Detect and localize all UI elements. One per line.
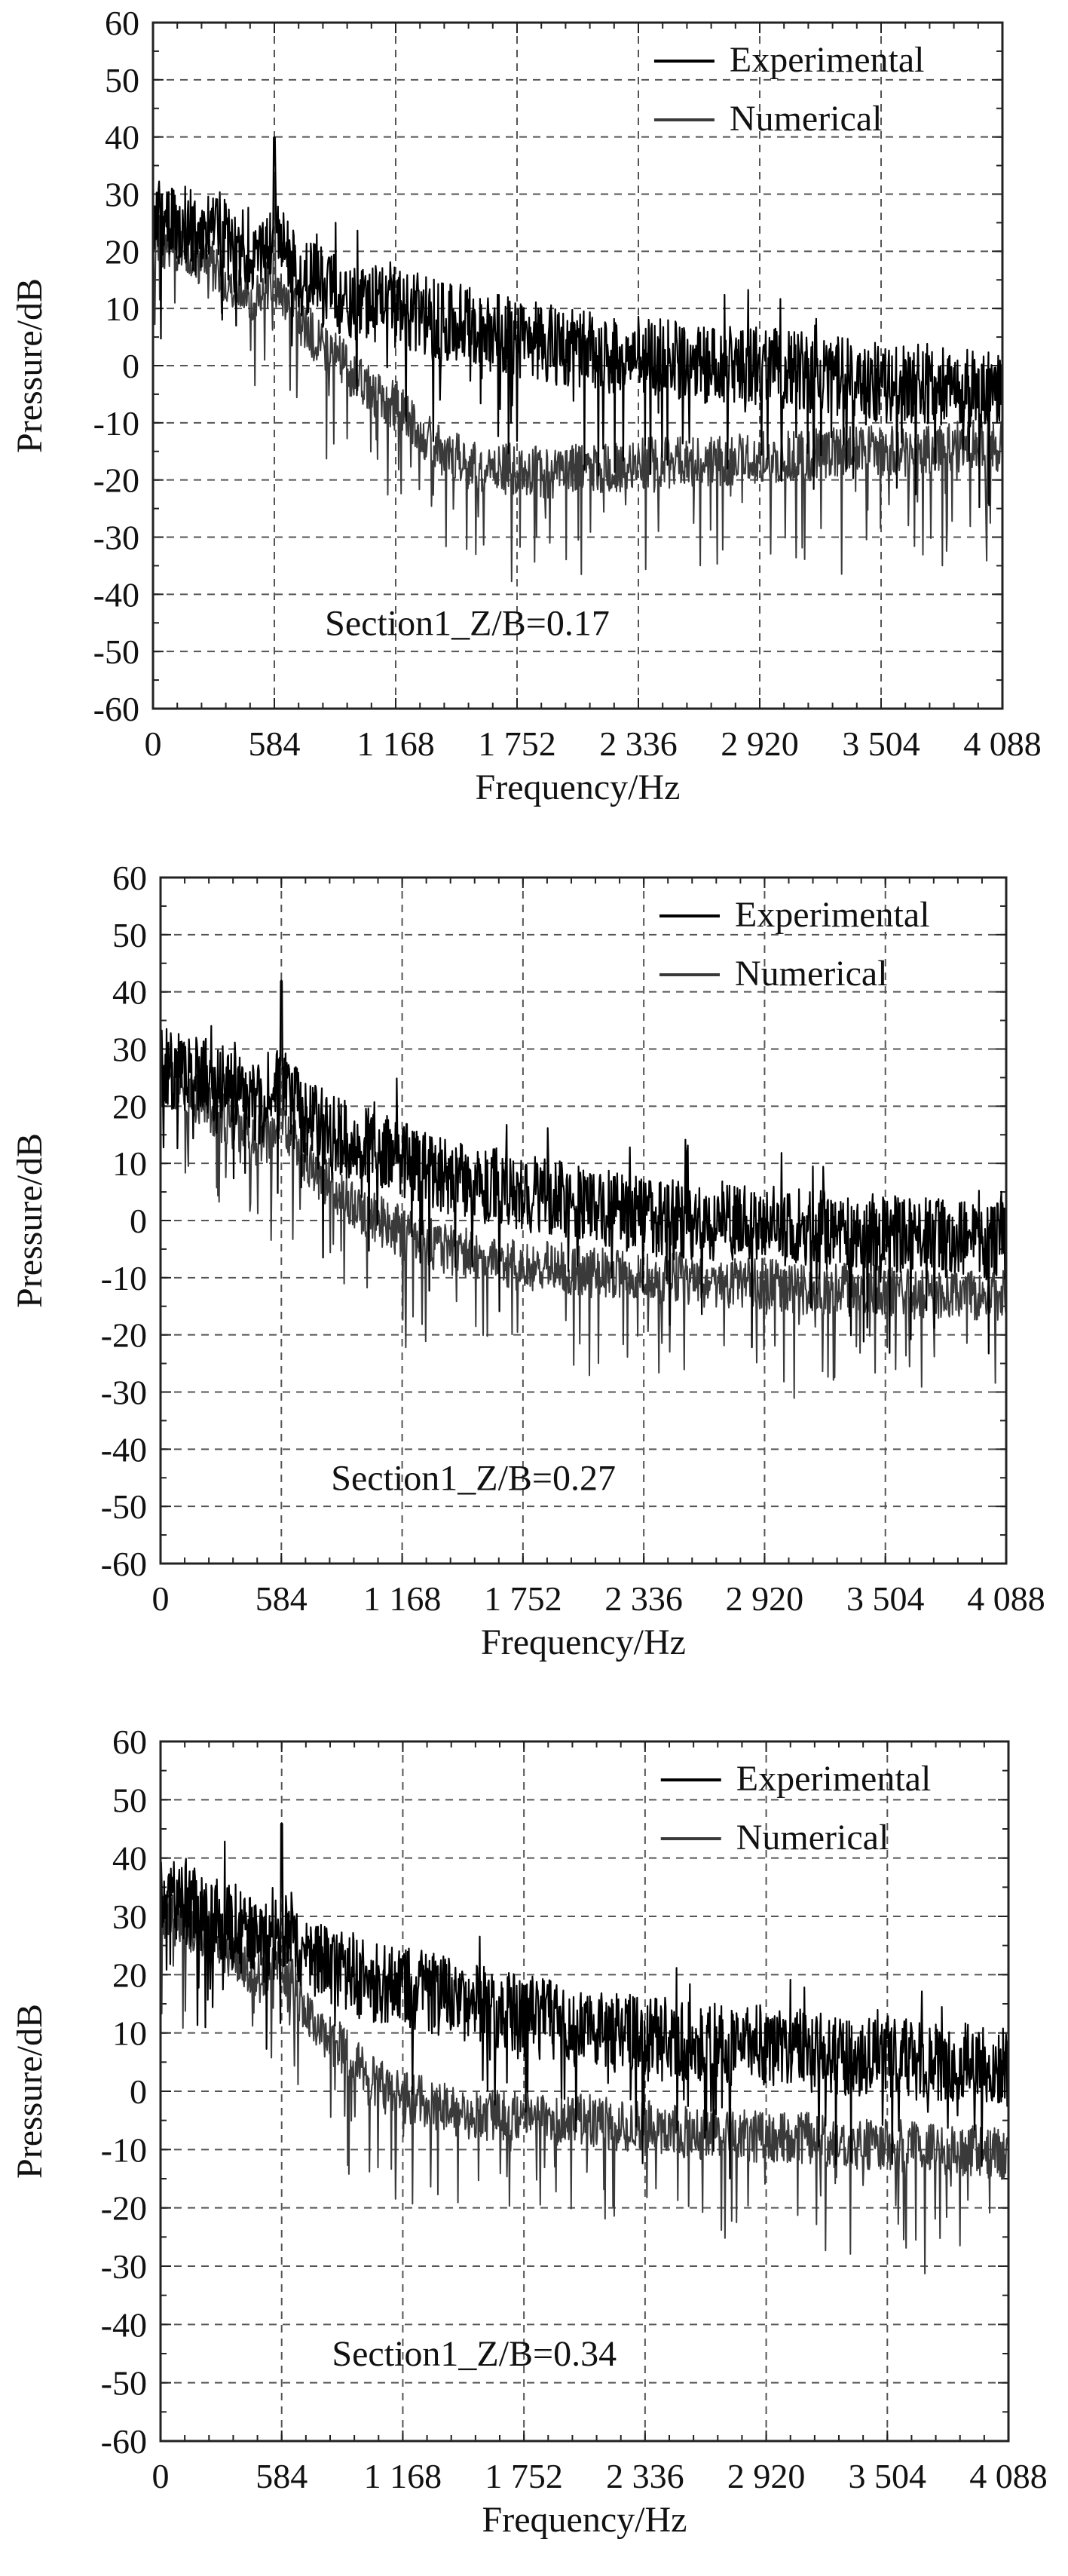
series-line-numerical (161, 1857, 1008, 2274)
y-tick-label: 50 (112, 916, 147, 954)
y-tick-label: -20 (93, 461, 139, 500)
y-tick-label: -30 (101, 1374, 147, 1412)
x-tick-label: 1 168 (363, 1579, 442, 1618)
series-line-numerical (153, 176, 1002, 583)
x-tick-label: 584 (249, 724, 301, 763)
section-annotation: Section1_Z/B=0.17 (325, 603, 610, 643)
y-tick-label: 20 (105, 232, 139, 271)
x-tick-label: 0 (145, 724, 162, 763)
y-tick-label: -20 (101, 1316, 147, 1355)
legend-label-numerical: Numerical (735, 954, 888, 994)
y-tick-label: 60 (112, 859, 147, 897)
plot-frame (159, 1740, 1010, 2443)
x-tick-label: 2 336 (606, 2457, 684, 2495)
y-tick-label: -50 (101, 2364, 147, 2403)
y-tick-label: 0 (122, 347, 139, 385)
x-tick-label: 3 504 (849, 2457, 927, 2495)
y-tick-label: -60 (101, 2422, 147, 2461)
y-tick-label: -20 (101, 2189, 147, 2228)
y-tick-label: 40 (112, 1839, 147, 1878)
legend-label-numerical: Numerical (736, 1818, 889, 1858)
y-tick-label: 20 (112, 1087, 147, 1126)
y-tick-label: 60 (112, 1723, 147, 1761)
y-axis-label: Pressure/dB (10, 1133, 50, 1308)
y-tick-label: 30 (112, 1031, 147, 1069)
x-tick-label: 1 752 (478, 724, 556, 763)
x-tick-label: 3 504 (846, 1579, 925, 1618)
y-axis-label: Pressure/dB (10, 2004, 50, 2179)
y-tick-label: 60 (105, 4, 139, 42)
x-tick-label: 4 088 (967, 1579, 1045, 1618)
y-tick-label: -30 (93, 519, 139, 557)
legend-label-numerical: Numerical (730, 99, 883, 139)
section-annotation: Section1_Z/B=0.34 (332, 2334, 617, 2374)
x-tick-label: 4 088 (969, 2457, 1048, 2495)
plot-frame (151, 21, 1004, 710)
legend-label-experimental: Experimental (735, 895, 930, 935)
x-tick-label: 2 336 (599, 724, 678, 763)
y-tick-label: 40 (112, 973, 147, 1012)
y-tick-label: -50 (101, 1487, 147, 1526)
y-tick-label: -60 (93, 690, 139, 728)
x-tick-label: 2 920 (721, 724, 799, 763)
x-tick-label: 2 920 (727, 2457, 806, 2495)
y-tick-label: 50 (112, 1781, 147, 1819)
x-tick-label: 1 752 (484, 1579, 562, 1618)
y-tick-label: 30 (105, 176, 139, 214)
x-tick-label: 3 504 (842, 724, 920, 763)
series-line-experimental (161, 1822, 1008, 2179)
y-tick-label: 20 (112, 1956, 147, 1994)
y-tick-label: -40 (101, 1430, 147, 1469)
y-tick-label: 0 (130, 2072, 147, 2111)
y-tick-label: -10 (101, 2130, 147, 2169)
y-tick-label: -10 (93, 404, 139, 443)
y-tick-label: 10 (112, 2014, 147, 2053)
plot-frame (159, 876, 1008, 1565)
y-axis-label: Pressure/dB (10, 278, 50, 453)
x-tick-label: 4 088 (963, 724, 1042, 763)
y-tick-label: 50 (105, 61, 139, 100)
series-line-experimental (161, 979, 1006, 1355)
x-tick-label: 1 168 (357, 724, 435, 763)
legend-label-experimental: Experimental (730, 40, 925, 80)
x-axis-label: Frequency/Hz (482, 2500, 687, 2540)
y-tick-label: -60 (101, 1545, 147, 1583)
y-tick-label: -40 (93, 575, 139, 614)
x-tick-label: 2 336 (604, 1579, 683, 1618)
y-tick-label: -10 (101, 1259, 147, 1297)
x-tick-label: 1 752 (485, 2457, 563, 2495)
x-tick-label: 2 920 (726, 1579, 804, 1618)
section-annotation: Section1_Z/B=0.27 (331, 1458, 616, 1498)
legend-label-experimental: Experimental (736, 1759, 932, 1799)
x-tick-label: 1 168 (364, 2457, 442, 2495)
series-line-experimental (153, 136, 1002, 509)
y-tick-label: -50 (93, 633, 139, 671)
y-tick-label: 30 (112, 1898, 147, 1936)
y-tick-label: -40 (101, 2305, 147, 2344)
x-tick-label: 584 (256, 2457, 308, 2495)
y-tick-label: 10 (112, 1144, 147, 1183)
y-tick-label: 10 (105, 289, 139, 328)
x-axis-label: Frequency/Hz (476, 767, 681, 807)
y-tick-label: 40 (105, 118, 139, 157)
y-tick-label: -30 (101, 2247, 147, 2286)
x-tick-label: 0 (152, 1579, 170, 1618)
y-tick-label: 0 (130, 1202, 147, 1240)
x-axis-label: Frequency/Hz (481, 1622, 686, 1662)
x-tick-label: 584 (256, 1579, 308, 1618)
x-tick-label: 0 (152, 2457, 170, 2495)
